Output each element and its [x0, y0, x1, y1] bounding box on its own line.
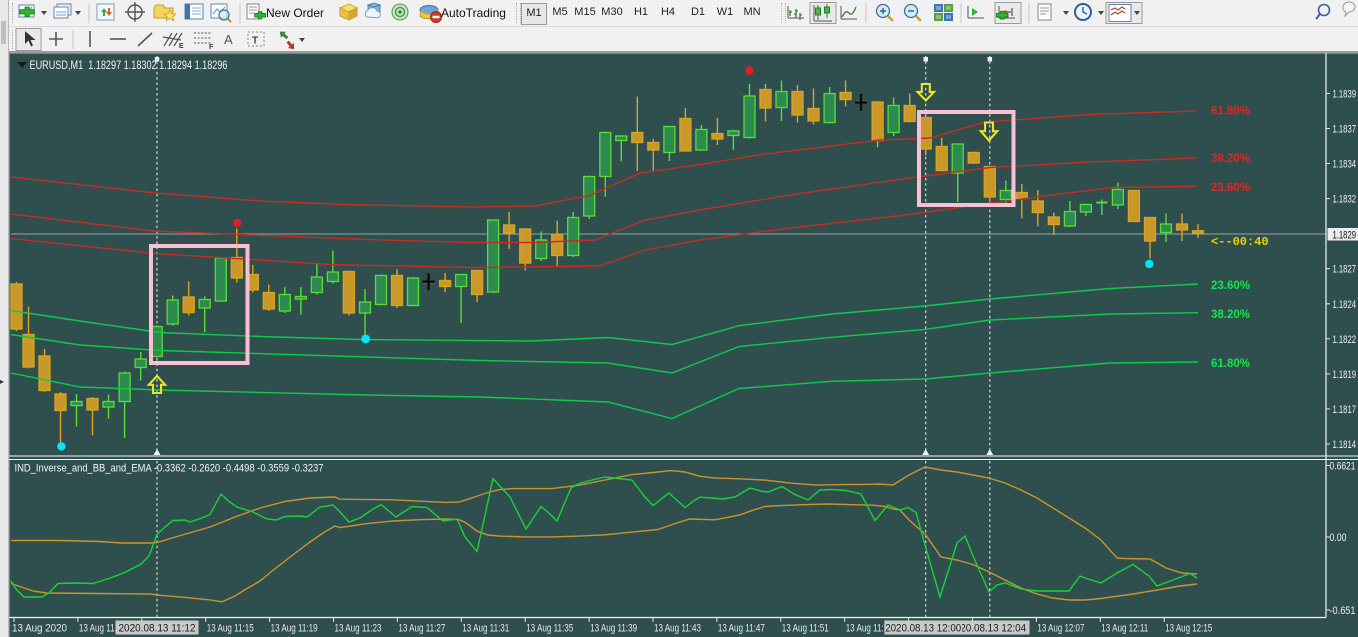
svg-text:13 Aug 11:35: 13 Aug 11:35	[526, 623, 573, 635]
svg-text:13 Aug 2020: 13 Aug 2020	[12, 623, 67, 635]
svg-text:13 Aug 12:11: 13 Aug 12:11	[1101, 623, 1148, 635]
svg-text:1.1827: 1.1827	[1333, 264, 1357, 276]
svg-text:23.60%: 23.60%	[1211, 182, 1250, 194]
svg-text:1.1832: 1.1832	[1333, 194, 1357, 206]
svg-text:E: E	[179, 43, 184, 50]
svg-text:13 Aug 11:15: 13 Aug 11:15	[207, 623, 254, 635]
svg-text:13 Aug 11:31: 13 Aug 11:31	[462, 623, 509, 635]
svg-text:1.1829: 1.1829	[1333, 230, 1357, 242]
svg-text:61.80%: 61.80%	[1211, 358, 1250, 370]
svg-text:EURUSD,M1 1.18297 1.18302 1.1: EURUSD,M1 1.18297 1.18302 1.18294 1.1829…	[30, 58, 228, 72]
svg-text:1.1834: 1.1834	[1333, 159, 1357, 171]
svg-text:1.1822: 1.1822	[1333, 334, 1357, 346]
svg-text:1.1817: 1.1817	[1333, 404, 1357, 416]
svg-text:13 Aug 11:23: 13 Aug 11:23	[335, 623, 382, 635]
svg-text:A: A	[224, 32, 233, 47]
svg-text:38.20%: 38.20%	[1211, 309, 1250, 321]
svg-text:61.80%: 61.80%	[1211, 106, 1250, 118]
svg-text:0.00: 0.00	[1330, 532, 1347, 544]
svg-text:<--00:40: <--00:40	[1211, 235, 1269, 249]
svg-text:1.1824: 1.1824	[1333, 299, 1357, 311]
svg-text:13 Aug 11:27: 13 Aug 11:27	[398, 623, 445, 635]
svg-text:13 Aug 11:39: 13 Aug 11:39	[590, 623, 637, 635]
svg-text:-0.651: -0.651	[1330, 605, 1356, 617]
svg-text:13 Aug 11:07: 13 Aug 11:07	[79, 623, 126, 635]
svg-text:13 Aug 11:55: 13 Aug 11:55	[846, 623, 893, 635]
svg-text:1.1839: 1.1839	[1333, 88, 1357, 100]
svg-text:0.6621: 0.6621	[1330, 461, 1356, 473]
svg-text:2020.08.13 12:00: 2020.08.13 12:00	[885, 623, 961, 635]
svg-text:38.20%: 38.20%	[1211, 153, 1250, 165]
svg-text:13 Aug 12:15: 13 Aug 12:15	[1165, 623, 1212, 635]
svg-text:13 Aug 11:43: 13 Aug 11:43	[654, 623, 701, 635]
svg-text:1.1837: 1.1837	[1333, 124, 1357, 136]
svg-text:2020.08.13 12:04: 2020.08.13 12:04	[949, 623, 1026, 635]
svg-text:1.1819: 1.1819	[1333, 369, 1357, 381]
svg-text:13 Aug 11:51: 13 Aug 11:51	[782, 623, 829, 635]
svg-text:2020.08.13 11:12: 2020.08.13 11:12	[119, 623, 196, 635]
svg-text:T: T	[252, 36, 258, 47]
svg-text:1.1814: 1.1814	[1333, 439, 1357, 451]
svg-text:13 Aug 12:07: 13 Aug 12:07	[1037, 623, 1084, 635]
svg-text:23.60%: 23.60%	[1211, 280, 1250, 292]
svg-text:IND_Inverse_and_BB_and_EMA -0.: IND_Inverse_and_BB_and_EMA -0.3362 -0.26…	[15, 463, 324, 475]
svg-text:F: F	[209, 44, 214, 51]
svg-text:13 Aug 11:47: 13 Aug 11:47	[718, 623, 765, 635]
svg-text:13 Aug 11:19: 13 Aug 11:19	[271, 623, 318, 635]
